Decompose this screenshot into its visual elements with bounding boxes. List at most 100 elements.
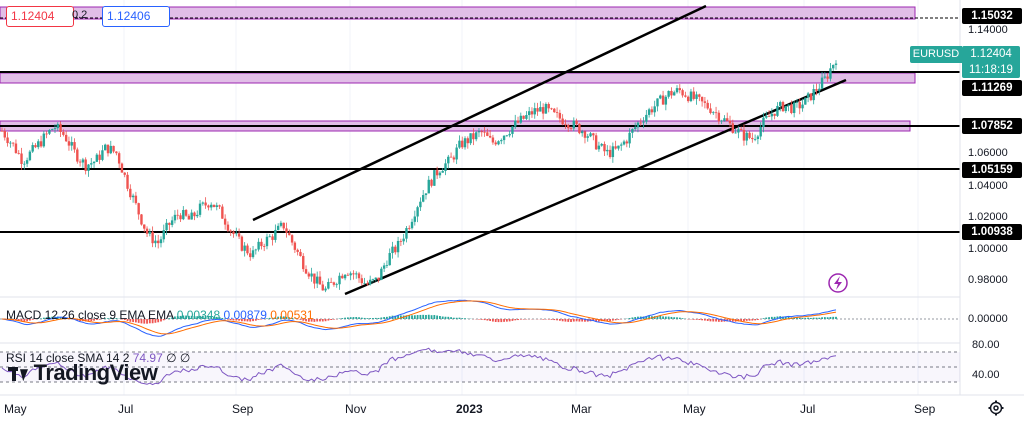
macd-histogram-bar [508, 319, 511, 322]
candle-body [597, 145, 601, 150]
candle-body [547, 103, 550, 109]
macd-histogram-bar [717, 319, 720, 322]
candle-body [341, 275, 344, 279]
candle-body [221, 206, 224, 219]
candle-body [792, 102, 796, 114]
candle-body [332, 282, 336, 285]
macd-histogram-bar [201, 315, 204, 319]
resistance-zone-mid[interactable] [0, 72, 916, 84]
macd-histogram-bar [770, 316, 773, 319]
macd-histogram-bar [595, 319, 598, 322]
candle-body [380, 268, 383, 280]
macd-histogram-bar [729, 319, 731, 322]
candle-body [773, 113, 776, 116]
rsi-legend[interactable]: RSI 14 close SMA 14 2 74.97 ∅ ∅ [6, 351, 190, 365]
macd-histogram-bar [394, 315, 397, 319]
macd-histogram-bar [327, 319, 330, 321]
candle-body [165, 222, 168, 231]
candle-body [53, 128, 57, 130]
macd-histogram-bar [48, 316, 51, 319]
candle-body [260, 241, 263, 247]
macd-histogram-bar [310, 319, 313, 322]
macd-histogram-bar [123, 319, 126, 321]
candle-body [684, 95, 687, 97]
candle-body [179, 215, 182, 220]
macd-histogram-bar [452, 317, 455, 319]
macd-histogram-bar [692, 319, 695, 320]
logo-text: TradingView [33, 360, 158, 385]
candle-body [193, 212, 196, 217]
candle-body [748, 132, 751, 138]
candle-body [196, 214, 199, 217]
buy-price-button[interactable]: 1.12406 [102, 6, 170, 27]
candle-body [405, 228, 408, 239]
macd-histogram-bar [282, 316, 285, 319]
macd-histogram-bar [23, 319, 26, 322]
macd-histogram-bar [818, 317, 821, 319]
macd-histogram-bar [584, 319, 586, 322]
candle-body [0, 130, 4, 132]
candle-body [804, 97, 807, 105]
macd-histogram-bar [227, 319, 229, 320]
macd-histogram-bar [160, 319, 162, 322]
channel-upper-line[interactable] [252, 4, 707, 222]
macd-histogram-bar [631, 317, 634, 319]
channel-lower-line[interactable] [344, 78, 847, 296]
rsi-value: 74.97 [132, 351, 163, 365]
candle-body [421, 195, 425, 202]
macd-histogram-bar [494, 319, 497, 322]
candle-body [826, 76, 829, 79]
macd-histogram-bar [388, 316, 391, 319]
candle-body [293, 242, 297, 250]
macd-histogram-bar [383, 317, 386, 319]
candle-body [617, 145, 620, 149]
macd-histogram-bar [148, 319, 151, 324]
candle-body [170, 220, 174, 225]
candle-body [664, 96, 668, 105]
candle-body [505, 135, 509, 137]
candle-body [753, 139, 757, 140]
candle-body [215, 205, 218, 207]
macd-signal-value: 0.00531 [270, 308, 314, 322]
macd-histogram-bar [307, 319, 310, 322]
candle-body [218, 205, 221, 207]
macd-histogram-bar [240, 319, 243, 322]
candle-body [628, 132, 631, 144]
candle-body [51, 129, 54, 130]
macd-histogram-bar [492, 319, 494, 322]
sell-price-button[interactable]: 1.12404 [6, 6, 74, 27]
candle-body [137, 203, 140, 215]
candle-body [101, 150, 104, 160]
macd-legend[interactable]: MACD 12 26 close 9 EMA EMA 0.00348 0.008… [6, 308, 314, 322]
macd-histogram-bar [330, 319, 333, 320]
candle-body [424, 193, 428, 196]
candle-body [801, 104, 804, 109]
candle-body [762, 117, 765, 127]
candle-body [438, 172, 442, 176]
macd-histogram-bar [254, 319, 257, 321]
macd-histogram-bar [439, 315, 441, 319]
macd-histogram-bar [664, 316, 667, 319]
price-axis-label: 1.04000 [968, 180, 1008, 192]
macd-axis-label: 0.00000 [968, 313, 1008, 325]
candle-body [229, 230, 232, 232]
macd-histogram-bar [95, 319, 98, 320]
candle-body [159, 239, 163, 244]
gear-icon[interactable] [988, 400, 1004, 416]
macd-histogram-bar [207, 316, 210, 319]
macd-histogram-bar [187, 315, 190, 319]
candle-body [34, 145, 37, 148]
lightning-icon[interactable] [828, 273, 848, 293]
macd-histogram-bar [411, 315, 413, 319]
macd-histogram-bar [444, 316, 447, 319]
x-axis-label: May [4, 402, 27, 416]
macd-histogram-bar [715, 319, 717, 322]
candle-body [126, 174, 129, 189]
x-axis-label: May [683, 402, 706, 416]
candle-body [296, 249, 299, 252]
candle-body [207, 205, 210, 208]
macd-histogram-bar [698, 319, 701, 320]
macd-histogram-bar [561, 319, 564, 322]
macd-histogram-bar [676, 317, 678, 319]
